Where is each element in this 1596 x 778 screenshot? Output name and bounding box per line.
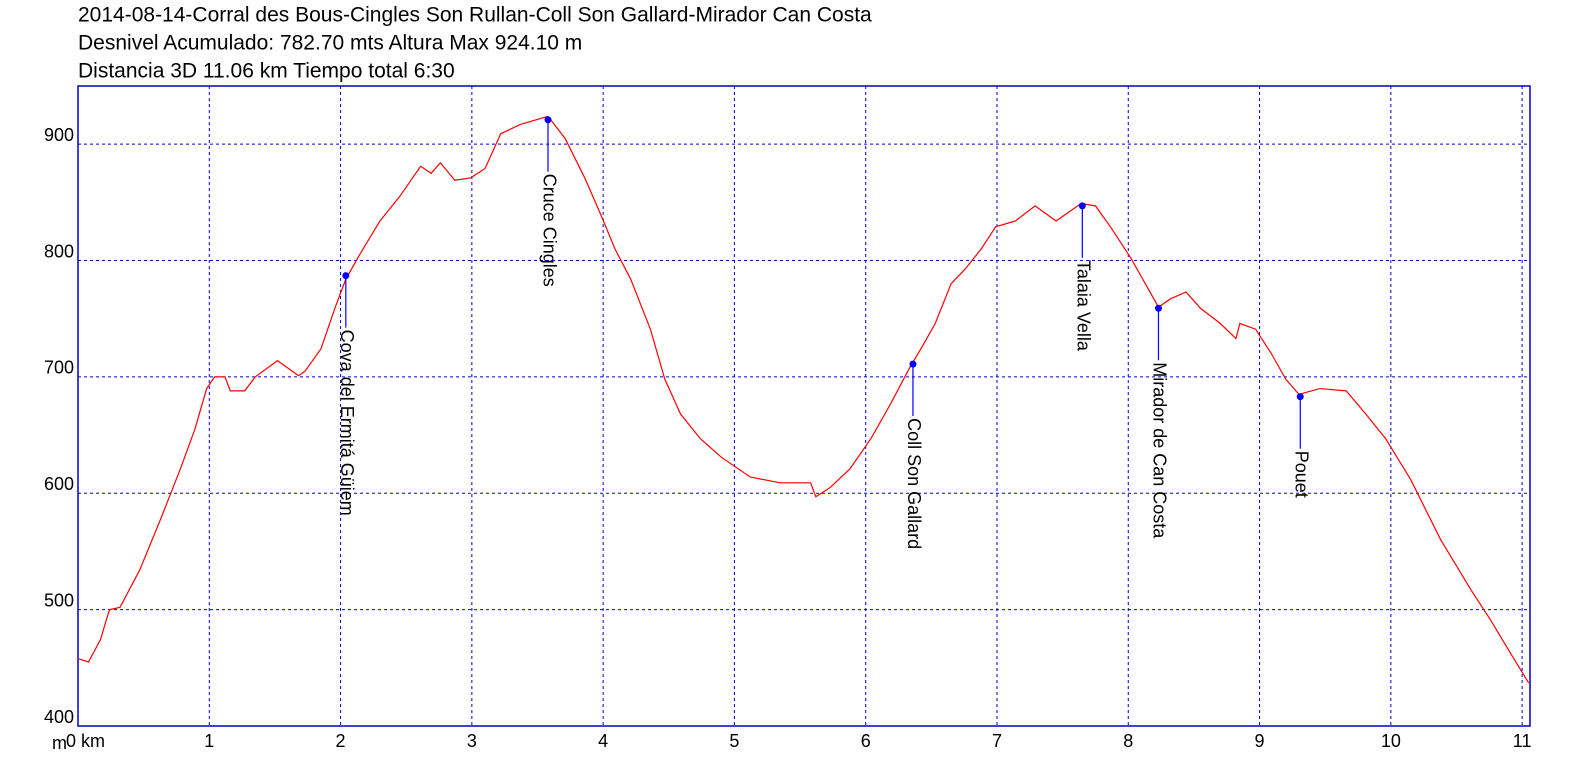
waypoint-label: Cruce Cingles (539, 174, 559, 287)
title-line: Distancia 3D 11.06 km Tiempo total 6:30 (78, 60, 455, 83)
x-tick-label: 7 (992, 731, 1002, 751)
y-unit: m (52, 733, 67, 753)
x-tick-label: 4 (598, 731, 608, 751)
x-tick-label: 3 (467, 731, 477, 751)
y-tick-label: 700 (44, 358, 74, 378)
title-line: 2014-08-14-Corral des Bous-Cingles Son R… (78, 4, 872, 27)
title-line: Desnivel Acumulado: 782.70 mts Altura Ma… (78, 32, 582, 55)
waypoint (342, 272, 350, 280)
waypoint-label: Pouet (1292, 451, 1312, 498)
waypoint-label: Cova del Ermitá Güiem (337, 330, 357, 516)
plot-frame (77, 85, 1531, 727)
waypoint-label: Mirador de Can Costa (1150, 362, 1170, 539)
x-tick-label: 9 (1255, 731, 1265, 751)
x-tick-label: 2 (336, 731, 346, 751)
x-tick-label: 6 (861, 731, 871, 751)
x-tick-label: 11 (1513, 731, 1532, 751)
waypoint-label: Coll Son Gallard (904, 418, 924, 549)
waypoint (1078, 202, 1086, 210)
y-tick-label: 400 (44, 707, 74, 727)
waypoint (1154, 304, 1162, 312)
x-tick-label: 0 km (66, 731, 105, 751)
profile-line (77, 115, 1530, 684)
x-tick-label: 1 (204, 731, 214, 751)
y-tick-label: 600 (44, 474, 74, 494)
waypoint (1296, 393, 1304, 401)
waypoint (909, 360, 917, 368)
x-tick-label: 5 (729, 731, 739, 751)
waypoint (544, 116, 552, 124)
waypoint-label: Talaia Vella (1074, 260, 1094, 352)
y-tick-label: 800 (44, 241, 74, 261)
y-tick-label: 500 (44, 590, 74, 610)
y-tick-label: 900 (44, 125, 74, 145)
x-tick-label: 8 (1123, 731, 1133, 751)
x-tick-label: 10 (1381, 731, 1401, 751)
